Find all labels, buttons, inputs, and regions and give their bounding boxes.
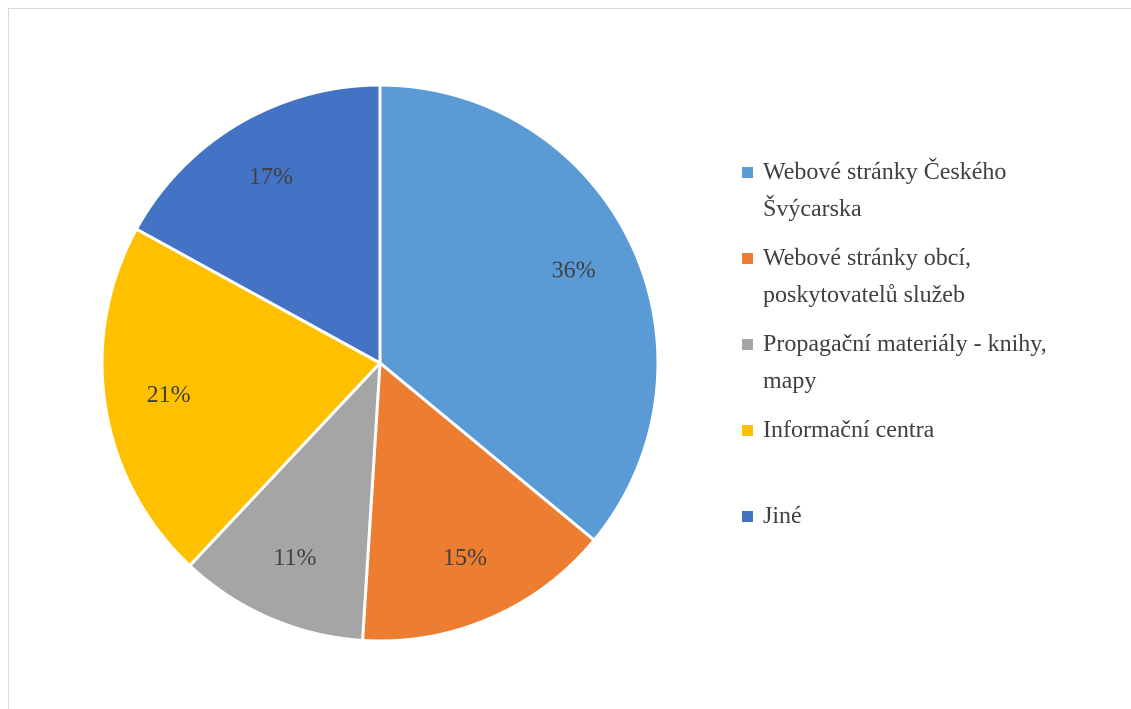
legend-item: Jiné [736,498,1126,584]
pie-slice [187,358,382,643]
legend-item: Webové stránky obcí, poskytovatelů služe… [736,240,1126,326]
data-label: 15% [443,545,487,571]
legend: Webové stránky Českého Švýcarska Webové s… [736,154,1126,584]
legend-swatch [742,167,753,178]
pie-slice [134,83,382,366]
legend-label: Webové stránky Českého Švýcarska [763,159,1007,222]
legend-swatch [742,425,753,436]
legend-label: Propagační materiály - knihy, mapy [763,331,1047,394]
data-label: 17% [249,164,293,190]
chart-frame [8,8,1131,709]
pie-slice [378,83,660,543]
legend-swatch [742,253,753,264]
legend-swatch [742,339,753,350]
pie-slice [100,227,383,568]
data-label: 11% [273,545,316,571]
pie-slice [360,359,597,643]
legend-swatch [742,511,753,522]
legend-label: Informační centra [763,417,935,443]
legend-item: Webové stránky Českého Švýcarska [736,154,1126,240]
legend-label: Webové stránky obcí, poskytovatelů služe… [763,245,972,308]
legend-item: Propagační materiály - knihy, mapy [736,326,1126,412]
legend-item: Informační centra [736,412,1126,498]
legend-label: Jiné [763,503,802,529]
data-label: 36% [552,257,596,283]
data-label: 21% [147,382,191,408]
